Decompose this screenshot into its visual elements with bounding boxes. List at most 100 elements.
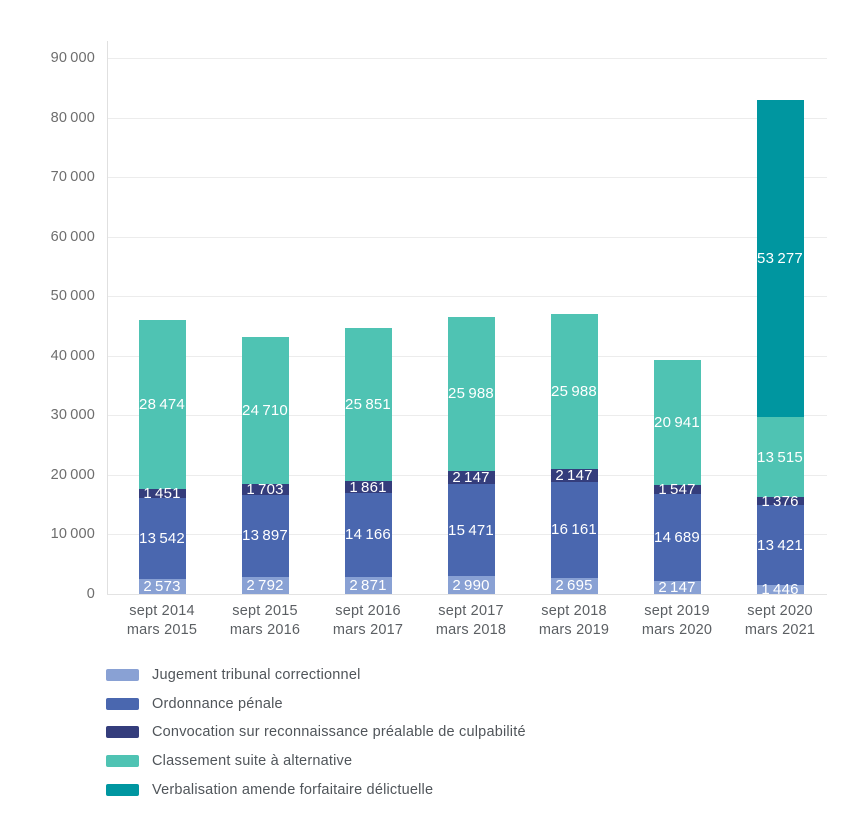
bar-value-label: 24 710 (242, 402, 288, 420)
legend-item: Classement suite à alternative (106, 751, 352, 771)
x-axis-category-line2: mars 2019 (538, 622, 610, 638)
bar-segment: 25 851 (344, 327, 392, 482)
bar-segment: 2 695 (550, 577, 598, 595)
bar-segment: 13 897 (241, 494, 289, 578)
bar-segment: 13 421 (756, 505, 804, 586)
bar-stack: 2 573 13 542 1 451 28 474 (138, 319, 186, 594)
legend-item: Convocation sur reconnaissance préalable… (106, 722, 526, 742)
x-axis-category-label: sept 2014 mars 2015 (107, 602, 217, 640)
bar-value-label: 28 474 (139, 396, 185, 414)
y-axis-tick-label: 70 000 (50, 169, 95, 185)
x-axis-category-label: sept 2020 mars 2021 (725, 602, 835, 640)
y-axis-tick-label: 90 000 (50, 50, 95, 66)
x-axis-category-label: sept 2017 mars 2018 (416, 602, 526, 640)
bar-value-label: 15 471 (448, 521, 494, 539)
bar-segment: 28 474 (138, 319, 186, 490)
bar-value-label: 2 695 (555, 577, 593, 595)
bar-segment: 14 166 (344, 492, 392, 577)
legend-label: Verbalisation amende forfaitaire délictu… (152, 782, 434, 798)
gridline (107, 237, 827, 238)
bar-stack: 2 695 16 161 2 147 25 988 (550, 314, 598, 595)
bar-segment: 16 161 (550, 481, 598, 578)
bar-segment: 1 703 (241, 482, 289, 497)
bar-value-label: 13 542 (139, 529, 185, 547)
x-axis-category-line1: sept 2017 (438, 603, 504, 619)
legend-swatch (106, 726, 139, 738)
bar-value-label: 2 792 (246, 577, 284, 595)
x-axis-category-label: sept 2018 mars 2019 (519, 602, 629, 640)
gridline (107, 296, 827, 297)
bar-value-label: 13 515 (757, 448, 803, 466)
bar-segment: 53 277 (756, 99, 804, 417)
x-axis-category-line2: mars 2015 (126, 622, 198, 638)
bar-value-label: 2 147 (658, 579, 696, 597)
bar-segment: 1 547 (653, 480, 701, 498)
legend-swatch (106, 669, 139, 681)
gridline (107, 594, 827, 595)
y-axis-tick-label: 30 000 (50, 407, 95, 423)
bar-value-label: 14 689 (654, 528, 700, 546)
x-axis-category-line2: mars 2020 (641, 622, 713, 638)
legend-swatch (106, 698, 139, 710)
bar-value-label: 25 988 (448, 385, 494, 403)
bar-stack: 2 792 13 897 1 703 24 710 (241, 337, 289, 595)
bar-value-label: 16 161 (551, 521, 597, 539)
bar-segment: 14 689 (653, 493, 701, 582)
bar-segment: 15 471 (447, 484, 495, 577)
bar-value-label: 2 147 (452, 469, 490, 487)
bar-segment: 2 147 (447, 469, 495, 487)
x-axis-category-line2: mars 2018 (435, 622, 507, 638)
bar-segment: 13 515 (756, 416, 804, 498)
bar-stack: 2 147 14 689 1 547 20 941 (653, 359, 701, 597)
bar-segment: 24 710 (241, 337, 289, 485)
gridline (107, 118, 827, 119)
bar-value-label: 25 988 (551, 383, 597, 401)
x-axis-category-line2: mars 2021 (744, 622, 816, 638)
bar-segment: 1 376 (756, 494, 804, 509)
bar-value-label: 2 990 (452, 576, 490, 594)
bar-segment: 2 147 (653, 579, 701, 597)
legend-label: Convocation sur reconnaissance préalable… (152, 724, 526, 740)
bar-value-label: 1 376 (761, 492, 799, 510)
bar-value-label: 2 147 (555, 466, 593, 484)
x-axis-category-line1: sept 2014 (129, 603, 195, 619)
y-axis-line (107, 41, 108, 594)
legend-swatch (106, 755, 139, 767)
bar-segment: 1 451 (138, 486, 186, 501)
bar-value-label: 1 861 (349, 478, 387, 496)
bar-value-label: 2 871 (349, 576, 387, 594)
x-axis-category-line1: sept 2019 (644, 603, 710, 619)
bar-segment: 2 990 (447, 576, 495, 594)
bar-value-label: 13 421 (757, 536, 803, 554)
bar-value-label: 25 851 (345, 395, 391, 413)
bar-stack: 2 990 15 471 2 147 25 988 (447, 316, 495, 594)
legend-label: Ordonnance pénale (152, 696, 283, 712)
bar-segment: 20 941 (653, 359, 701, 485)
legend-item: Ordonnance pénale (106, 694, 283, 714)
x-axis-category-line2: mars 2017 (332, 622, 404, 638)
x-axis-category-label: sept 2019 mars 2020 (622, 602, 732, 640)
legend-item: Verbalisation amende forfaitaire délictu… (106, 780, 433, 800)
x-axis-category-line2: mars 2016 (229, 622, 301, 638)
bar-segment: 2 871 (344, 576, 392, 594)
y-axis-tick-label: 0 (86, 586, 95, 602)
bar-value-label: 53 277 (757, 249, 803, 267)
x-axis-category-line1: sept 2018 (541, 603, 607, 619)
x-axis-category-line1: sept 2015 (232, 603, 298, 619)
bar-value-label: 20 941 (654, 413, 700, 431)
x-axis-category-label: sept 2015 mars 2016 (210, 602, 320, 640)
gridline (107, 177, 827, 178)
x-axis-category-line1: sept 2016 (335, 603, 401, 619)
bar-stack: 2 871 14 166 1 861 25 851 (344, 327, 392, 594)
bar-stack: 1 446 13 421 1 376 13 515 53 277 (756, 99, 804, 597)
legend-swatch (106, 784, 139, 796)
bar-segment: 1 861 (344, 478, 392, 496)
y-axis-tick-label: 40 000 (50, 348, 95, 364)
bar-value-label: 1 547 (658, 480, 696, 498)
bar-value-label: 14 166 (345, 526, 391, 544)
legend-label: Jugement tribunal correctionnel (152, 667, 361, 683)
y-axis-tick-label: 20 000 (50, 467, 95, 483)
y-axis-tick-label: 60 000 (50, 229, 95, 245)
bar-value-label: 13 897 (242, 527, 288, 545)
